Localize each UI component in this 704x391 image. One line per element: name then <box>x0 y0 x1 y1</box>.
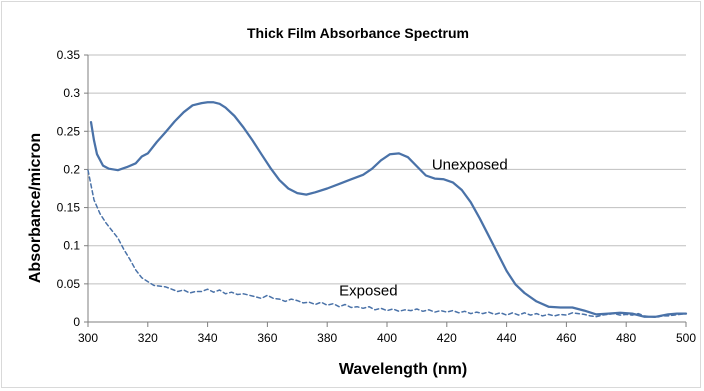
y-tick-label: 0.2 <box>63 162 80 176</box>
gridlines <box>88 54 686 285</box>
x-tick-label: 440 <box>497 331 517 345</box>
x-tick-label: 400 <box>377 331 397 345</box>
x-tick-labels: 300 320 340 360 380 400 420 440 460 480 500 <box>78 331 696 345</box>
y-tick-label: 0.25 <box>57 124 81 138</box>
y-axis-title: Absorbance/micron <box>27 133 44 283</box>
y-tick-label: 0.3 <box>63 86 80 100</box>
y-tick-label: 0 <box>73 315 80 329</box>
x-tick-label: 340 <box>198 331 218 345</box>
y-tick-label: 0.05 <box>57 277 81 291</box>
series-lines <box>87 101 688 319</box>
x-tick-label: 460 <box>556 331 576 345</box>
x-axis-title: Wavelength (nm) <box>339 361 467 378</box>
x-tick-label: 420 <box>437 331 457 345</box>
annotation-exposed: Exposed <box>339 282 397 299</box>
axes <box>84 54 687 327</box>
x-tick-label: 320 <box>138 331 158 345</box>
y-tick-label: 0.15 <box>57 201 81 215</box>
y-tick-label: 0.35 <box>57 48 81 62</box>
x-tick-label: 360 <box>257 331 277 345</box>
x-tick-label: 500 <box>676 331 696 345</box>
x-tick-label: 480 <box>616 331 636 345</box>
x-tick-label: 380 <box>317 331 337 345</box>
chart-title: Thick Film Absorbance Spectrum <box>247 25 469 41</box>
annotation-unexposed: Unexposed <box>432 156 508 173</box>
series-line-exposed <box>87 169 687 319</box>
x-tick-label: 300 <box>78 331 98 345</box>
y-tick-labels: 0 0.05 0.1 0.15 0.2 0.25 0.3 0.35 <box>57 48 81 329</box>
y-tick-label: 0.1 <box>63 239 80 253</box>
series-line-unexposed <box>89 101 688 318</box>
